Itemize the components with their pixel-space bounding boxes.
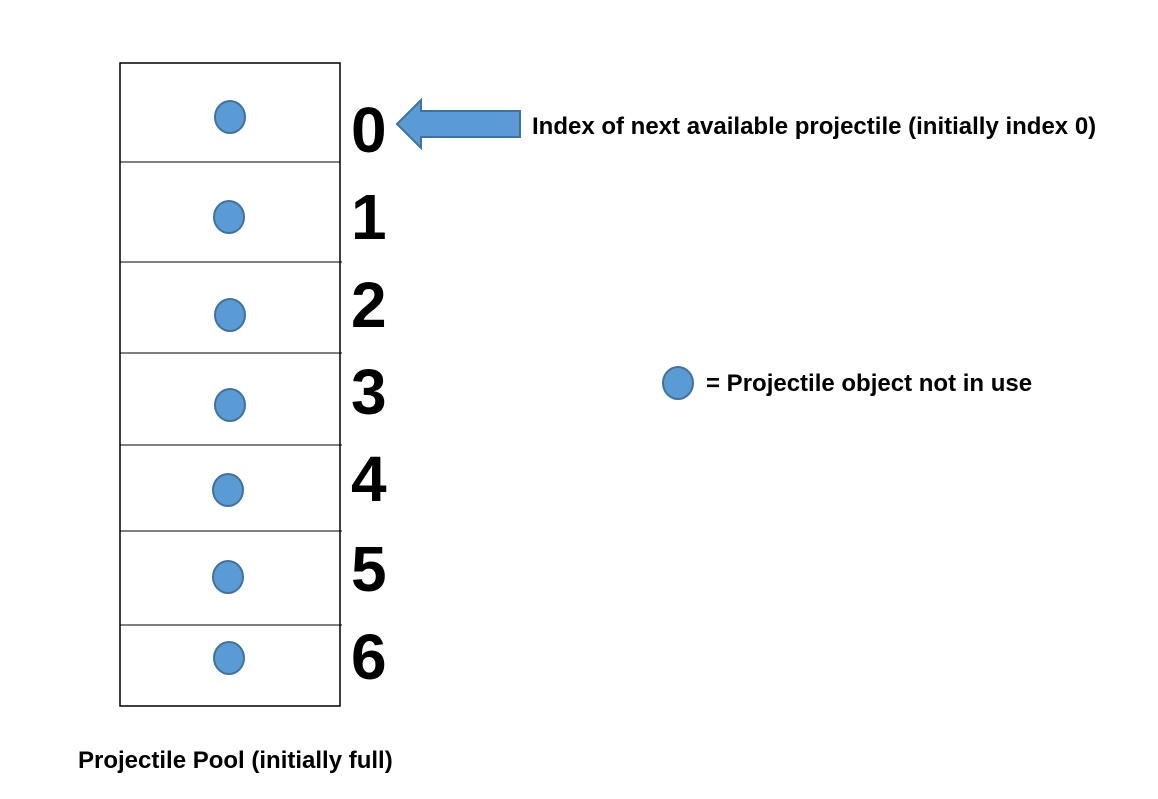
projectile-object-slot-3: [214, 388, 246, 422]
projectile-object-slot-4: [212, 473, 244, 507]
index-label-3: 3: [351, 356, 387, 428]
projectile-object-slot-1: [213, 200, 245, 234]
index-label-2: 2: [351, 269, 387, 341]
projectile-object-slot-6: [213, 641, 245, 675]
projectile-object-slot-5: [212, 560, 244, 594]
index-label-0: 0: [351, 94, 387, 166]
pool-caption: Projectile Pool (initially full): [78, 747, 393, 774]
next-index-arrow: [395, 97, 521, 151]
index-label-5: 5: [351, 533, 387, 605]
legend-projectile-icon: [662, 366, 694, 400]
index-label-4: 4: [351, 443, 387, 515]
pool-outline: [119, 62, 341, 707]
index-labels: 0 1 2 3 4 5 6: [351, 94, 387, 693]
projectile-object-slot-2: [214, 298, 246, 332]
projectile-object-slot-0: [214, 100, 246, 134]
index-label-1: 1: [351, 181, 387, 253]
index-label-6: 6: [351, 621, 387, 693]
next-index-label: Index of next available projectile (init…: [532, 113, 1096, 140]
legend-label: = Projectile object not in use: [706, 370, 1032, 397]
projectile-objects: [212, 100, 246, 675]
legend: = Projectile object not in use: [662, 366, 1032, 400]
pool-box: [119, 62, 342, 707]
